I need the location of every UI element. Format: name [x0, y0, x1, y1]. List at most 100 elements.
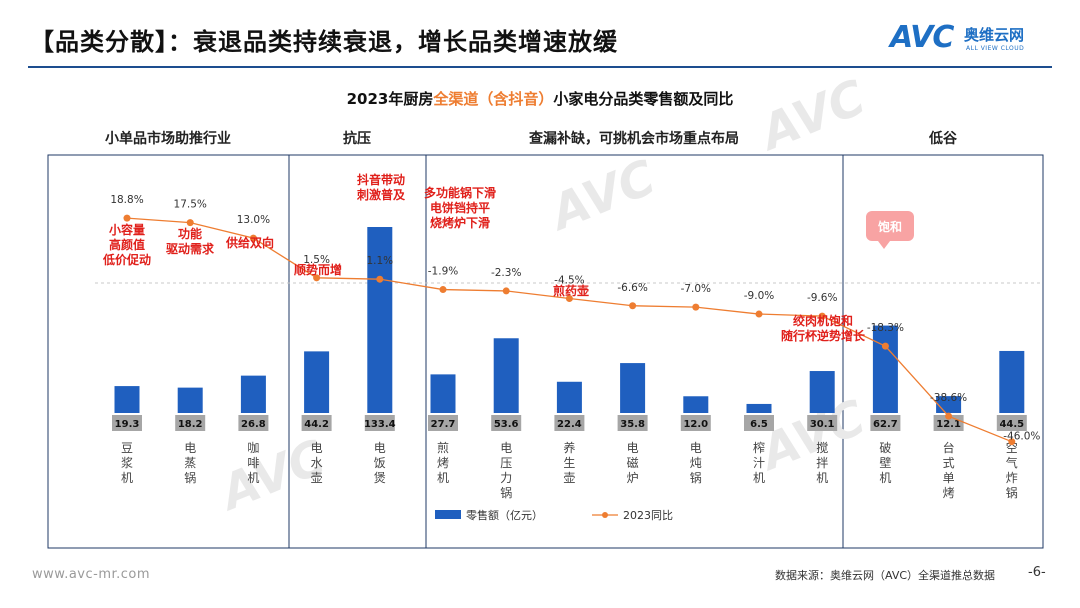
annotation-1: 功能驱动需求 [166, 226, 215, 256]
title-underline [28, 66, 1052, 68]
yoy-label-13: -38.6% [930, 392, 967, 404]
bar-value-label-0: 19.3 [115, 419, 140, 430]
bar-label-box-11 [807, 415, 838, 431]
bar-label-box-14 [996, 415, 1027, 431]
bar-label-box-8 [617, 415, 648, 431]
legend-line-label: 2023同比 [623, 509, 673, 522]
bar-5 [430, 374, 456, 413]
saturation-bubble-text: 饱和 [878, 219, 902, 234]
legend-bar-swatch [435, 510, 461, 519]
yoy-point-14 [1008, 438, 1016, 446]
yoy-label-14: -46.0% [1003, 431, 1040, 443]
annotation-0: 小容量高颜值低价促动 [102, 222, 151, 267]
chart-title-prefix: 2023年厨房 [346, 90, 434, 108]
category-label-7: 养生壶 [563, 440, 575, 485]
bar-label-box-2 [238, 415, 269, 431]
zone-label-small-appliance: 小单品市场助推行业 [105, 131, 231, 147]
bar-value-label-2: 26.8 [241, 419, 266, 430]
logo-cn: 奥维云网 [964, 26, 1025, 44]
yoy-label-12: -18.3% [867, 322, 904, 334]
zone-label-resilient: 抗压 [343, 131, 371, 147]
bar-value-label-5: 27.7 [431, 419, 456, 430]
category-label-9: 电炖锅 [690, 441, 702, 485]
bar-12 [872, 325, 898, 413]
bar-label-box-4 [364, 415, 395, 431]
category-label-11: 搅拌机 [816, 440, 828, 485]
bar-value-label-6: 53.6 [494, 419, 519, 430]
bar-label-box-6 [491, 415, 522, 431]
yoy-point-7 [565, 295, 573, 303]
chart-title-suffix: 小家电分品类零售额及同比 [553, 90, 734, 108]
saturation-bubble-tail [878, 241, 890, 249]
yoy-label-5: -1.9% [428, 266, 458, 278]
category-label-6: 电压力锅 [500, 441, 512, 500]
bar-value-label-3: 44.2 [304, 419, 329, 430]
annotation-3: 顺势而增 [294, 262, 342, 277]
data-source: 数据来源：奥维云网（AVC）全渠道推总数据 [775, 569, 996, 582]
yoy-label-2: 13.0% [237, 214, 270, 226]
bar-label-box-7 [554, 415, 585, 431]
yoy-point-12 [881, 342, 889, 350]
category-label-2: 咖啡机 [247, 440, 259, 485]
bar-10 [746, 403, 772, 413]
yoy-label-10: -9.0% [744, 290, 774, 302]
category-label-14: 空气炸锅 [1006, 441, 1018, 500]
yoy-label-3: 1.5% [303, 254, 330, 266]
yoy-label-1: 17.5% [174, 199, 207, 211]
bar-label-box-9 [680, 415, 711, 431]
legend-bar-label: 零售额（亿元） [466, 508, 543, 522]
category-label-4: 电饭煲 [374, 441, 386, 485]
bar-value-label-8: 35.8 [620, 419, 645, 430]
yoy-point-0 [123, 214, 131, 222]
yoy-point-11 [818, 312, 826, 320]
page-title: 【品类分散】：衰退品类持续衰退，增长品类增速放缓 [30, 28, 618, 56]
bar-value-label-12: 62.7 [873, 419, 898, 430]
bar-14 [999, 350, 1025, 413]
yoy-label-11: -9.6% [807, 292, 837, 304]
yoy-point-10 [755, 310, 763, 318]
category-label-3: 电水壶 [311, 441, 323, 485]
bar-value-label-1: 18.2 [178, 419, 203, 430]
chart-title-highlight: 全渠道（含抖音） [433, 90, 554, 108]
bar-9 [683, 396, 709, 413]
yoy-point-1 [186, 219, 194, 227]
website-footer[interactable]: www.avc-mr.com [32, 567, 151, 582]
zone-label-gap-filling: 查漏补缺，可挑机会市场重点布局 [529, 131, 739, 147]
zone-label-trough: 低谷 [929, 131, 957, 147]
yoy-point-3 [313, 274, 321, 282]
bar-value-label-10: 6.5 [750, 419, 768, 430]
bar-3 [304, 351, 330, 413]
yoy-point-4 [376, 275, 384, 283]
saturation-bubble [866, 211, 914, 241]
logo-en: ALL VIEW CLOUD [966, 45, 1025, 52]
chart-title: 2023年厨房全渠道（含抖音）小家电分品类零售额及同比 [0, 88, 1080, 109]
bar-8 [620, 363, 646, 413]
bar-7 [556, 381, 582, 413]
logo-mark: AVC [890, 20, 954, 55]
bar-label-box-0 [112, 415, 142, 431]
legend-line-marker [602, 512, 608, 518]
category-label-10: 榨汁机 [753, 440, 765, 485]
zone-frame-3 [842, 154, 1044, 549]
annotation-6: 煎药壶 [553, 283, 589, 298]
category-label-5: 煎烤机 [437, 440, 449, 485]
category-label-8: 电磁炉 [627, 441, 639, 485]
avc-logo: AVC 奥维云网 ALL VIEW CLOUD [890, 20, 1060, 60]
yoy-label-0: 18.8% [110, 194, 143, 206]
category-label-0: 豆浆机 [121, 441, 133, 485]
yoy-label-6: -2.3% [491, 267, 521, 279]
bar-value-label-11: 30.1 [810, 419, 835, 430]
bar-0 [114, 386, 140, 413]
yoy-point-5 [439, 286, 447, 294]
watermark-1: AVC [540, 149, 663, 242]
page-number: -6- [1028, 565, 1046, 580]
annotation-5: 多功能锅下滑电饼铛持平烧烤炉下滑 [424, 185, 496, 230]
bar-value-label-4: 133.4 [364, 419, 396, 430]
bar-6 [493, 338, 519, 413]
bar-2 [240, 375, 266, 413]
bar-1 [177, 387, 203, 413]
yoy-label-9: -7.0% [681, 283, 711, 295]
annotation-7: 绞肉机饱和随行杯逆势增长 [781, 313, 866, 343]
category-label-12: 破壁机 [879, 440, 891, 485]
